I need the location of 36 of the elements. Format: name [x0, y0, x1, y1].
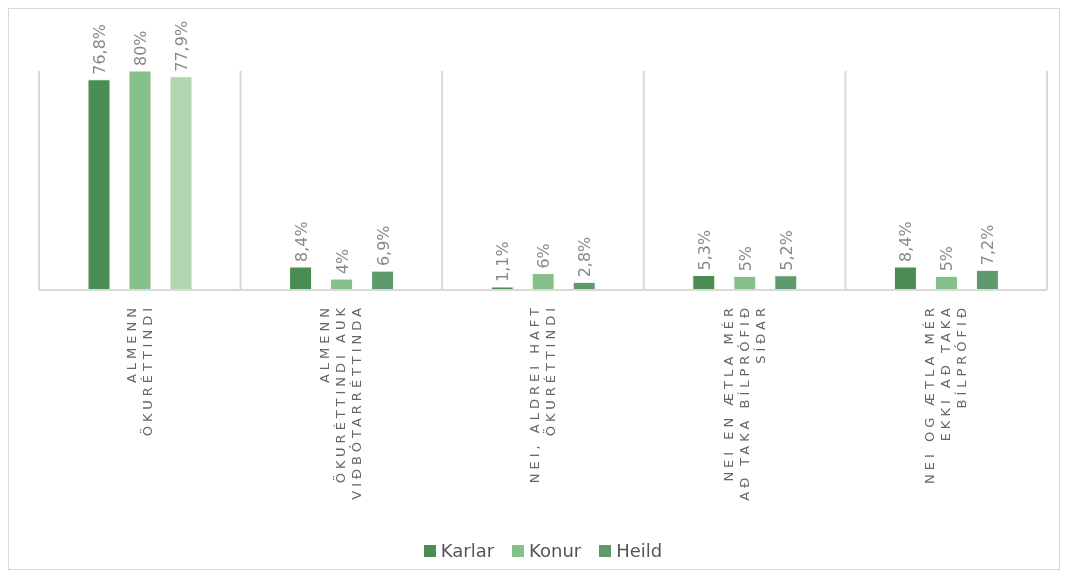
data-label: 76,8% [90, 23, 109, 75]
data-label: 1,1% [493, 241, 513, 282]
x-tick-label: NEI OG ÆTLA MÉR EKKI AÐ TAKA BÍLPRÓFIÐ [922, 304, 970, 484]
bar [975, 269, 999, 290]
data-label: 6,9% [373, 225, 393, 267]
bar [128, 71, 152, 290]
bar [330, 278, 354, 290]
data-label: 5,2% [776, 230, 796, 271]
x-tick-label: ALMENN ÖKURÉTTINDI AUK VIÐBÓTARRÉTTINDA [317, 304, 365, 500]
data-label: 8,4% [896, 221, 916, 263]
data-label: 5,3% [694, 229, 714, 271]
data-label: 5% [937, 245, 957, 272]
bar [774, 275, 798, 290]
bar [87, 79, 111, 290]
bar [934, 275, 958, 290]
bar [893, 266, 917, 290]
data-label: 8,4% [291, 221, 311, 263]
x-tick-label: NEI, ALDREI HAFT ÖKURÉTTINDI [527, 304, 558, 484]
bar [371, 270, 395, 290]
data-label: 5% [735, 245, 755, 272]
bar [289, 266, 313, 290]
bar [733, 275, 757, 290]
x-tick-label: ALMENN ÖKURÉTTINDI [123, 304, 155, 437]
x-tick-label: NEI EN ÆTLA MÉR AÐ TAKA BÍLPRÓFIÐ SÍÐAR [720, 304, 768, 501]
data-label: 2,8% [575, 236, 595, 278]
data-label: 6% [534, 243, 554, 269]
data-label: 7,2% [978, 224, 998, 266]
bar [692, 274, 716, 290]
data-label: 4% [332, 248, 352, 275]
bar [169, 76, 193, 290]
legend-label: Karlar [439, 540, 495, 561]
legend-label: Konur [528, 540, 582, 561]
data-label: 77,9% [172, 20, 191, 72]
data-label: 80% [131, 30, 150, 66]
bar [531, 273, 555, 290]
legend-label: Heild [615, 540, 663, 561]
